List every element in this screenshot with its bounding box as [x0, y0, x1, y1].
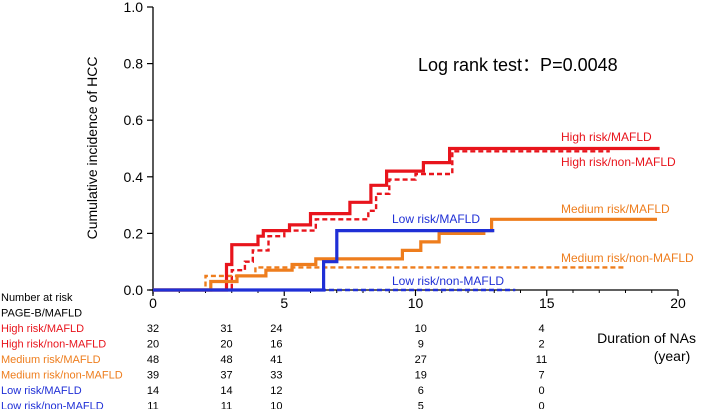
risk-table-count: 19: [415, 370, 427, 382]
y-tick-label: 0.2: [124, 225, 144, 241]
risk-table-count: 20: [220, 339, 232, 351]
risk-table-count: 10: [415, 323, 427, 335]
x-tick-label: 0: [149, 295, 157, 311]
risk-table-row-label: Low risk/MAFLD: [1, 385, 82, 397]
risk-table-row-label: High risk/MAFLD: [1, 323, 84, 335]
risk-table-count: 9: [418, 339, 424, 351]
risk-table-count: 10: [270, 401, 282, 409]
risk-table-count: 27: [415, 354, 427, 366]
risk-table-count: 0: [538, 401, 544, 409]
y-tick-label: 0.0: [124, 282, 144, 298]
risk-table-count: 33: [270, 370, 282, 382]
x-tick-label: 20: [670, 295, 686, 311]
series-label: High risk/non-MAFLD: [561, 155, 676, 169]
risk-table-count: 4: [538, 323, 544, 335]
risk-table-count: 39: [147, 370, 159, 382]
x-axis-title: Duration of NAs: [597, 330, 696, 346]
risk-table-row-label: Medium risk/non-MAFLD: [1, 370, 123, 382]
series-label: Low risk/MAFLD: [392, 212, 480, 226]
risk-table-count: 11: [147, 401, 158, 409]
y-tick-label: 0.4: [124, 169, 144, 185]
km-chart: 0.00.20.40.60.81.00 5 10 15 20 High risk/MAF…: [0, 0, 709, 409]
risk-table-count: 0: [538, 385, 544, 397]
risk-table-count: 14: [220, 385, 232, 397]
risk-table-count: 11: [536, 354, 547, 366]
y-axis-title: Cumulative incidence of HCC: [84, 57, 100, 240]
risk-table-count: 12: [270, 385, 282, 397]
x-tick-label: 10: [408, 295, 424, 311]
risk-table-count: 2: [538, 339, 544, 351]
log-rank-annotation: Log rank test：P=0.0048: [418, 55, 618, 75]
y-tick-label: 0.6: [124, 112, 144, 128]
risk-table-count: 7: [538, 370, 544, 382]
risk-table: Number at risk PAGE-B/MAFLD High risk/MAFL…: [1, 292, 547, 409]
series-label: High risk/MAFLD: [561, 130, 652, 144]
y-tick-label: 0.8: [124, 56, 144, 72]
risk-table-count: 16: [270, 339, 282, 351]
risk-table-count: 11: [221, 401, 232, 409]
risk-table-count: 20: [147, 339, 159, 351]
risk-table-row-label: High risk/non-MAFLD: [1, 339, 106, 351]
risk-table-count: 6: [418, 385, 424, 397]
risk-table-count: 48: [147, 354, 159, 366]
risk-table-count: 32: [147, 323, 159, 335]
risk-table-count: 31: [220, 323, 232, 335]
risk-table-row-label: Low risk/non-MAFLD: [1, 401, 104, 409]
risk-table-count: 14: [147, 385, 159, 397]
y-tick-label: 1.0: [124, 0, 144, 15]
series-labels: High risk/MAFLD High risk/non-MAFLD Medium…: [392, 130, 694, 288]
series-label: Medium risk/non-MAFLD: [561, 251, 694, 265]
series-label: Low risk/non-MAFLD: [392, 274, 504, 288]
series-label: Medium risk/MAFLD: [561, 202, 670, 216]
risk-table-row-label: Medium risk/MAFLD: [1, 354, 101, 366]
x-tick-label: 5: [280, 295, 288, 311]
x-tick-label: 15: [539, 295, 555, 311]
risk-table-count: 48: [220, 354, 232, 366]
risk-table-group-header: PAGE-B/MAFLD: [1, 308, 82, 320]
risk-table-count: 24: [270, 323, 282, 335]
x-axis-unit: (year): [654, 348, 691, 364]
risk-table-count: 37: [220, 370, 232, 382]
risk-table-count: 41: [270, 354, 282, 366]
risk-table-count: 5: [418, 401, 424, 409]
curve-medium-risk-non-mafld: [153, 267, 626, 290]
risk-table-header: Number at risk: [1, 292, 73, 304]
